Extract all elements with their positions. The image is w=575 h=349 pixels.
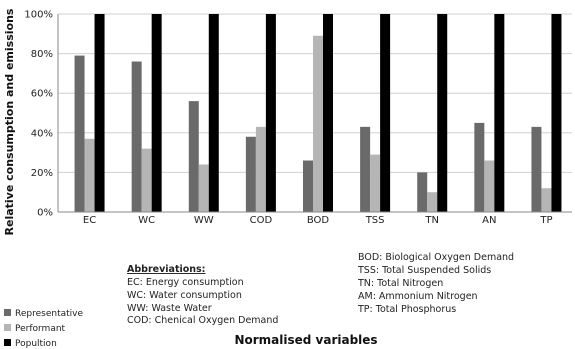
legend-label-representative: Representative: [15, 309, 83, 319]
legend-swatch-performant: [4, 324, 11, 331]
bar-performant-tss: [370, 154, 381, 212]
bar-representative-tss: [360, 126, 371, 212]
legend: Representative Performant Popultion: [4, 309, 83, 349]
bar-performant-cod: [255, 126, 266, 212]
x-tick-label: AN: [482, 215, 496, 226]
y-tick-label: 0%: [37, 208, 53, 219]
legend-label-population: Popultion: [15, 339, 57, 349]
y-tick-label: 80%: [31, 49, 53, 60]
x-tick-label: WC: [138, 215, 155, 226]
bar-population-bod: [323, 14, 333, 212]
abbreviations-box: Abbreviations: EC: Energy consumption WC…: [127, 252, 514, 326]
bar-population-cod: [265, 14, 276, 212]
legend-swatch-representative: [4, 309, 11, 316]
bar-performant-tp: [541, 188, 552, 212]
bar-performant-wc: [141, 148, 152, 212]
bar-representative-bod: [303, 160, 313, 212]
bar-population-ww: [208, 14, 219, 212]
abbr-right-0: BOD: Biological Oxygen Demand: [358, 252, 514, 263]
bar-representative-tn: [417, 172, 428, 212]
abbr-right-2: TN: Total Nitrogen: [357, 278, 443, 289]
x-tick-label: WW: [194, 215, 214, 226]
bar-population-an: [494, 14, 505, 212]
y-tick-labels: 0% 20% 40% 60% 80% 100%: [24, 10, 53, 219]
abbr-right-3: AM: Ammonium Nitrogen: [358, 291, 478, 302]
bar-population-ec: [94, 14, 105, 212]
x-tick-label: TP: [539, 215, 552, 226]
bar-population-tn: [437, 14, 448, 212]
bar-performant-an: [484, 160, 495, 212]
bar-population-wc: [151, 14, 162, 212]
bar-representative-wc: [131, 61, 142, 212]
bar-performant-tn: [427, 192, 438, 212]
x-tick-labels: EC WC WW COD BOD TSS TN AN TP: [83, 215, 553, 226]
abbr-left-0: EC: Energy consumption: [127, 277, 244, 288]
bars: [74, 14, 562, 212]
y-tick-label: 40%: [31, 128, 53, 139]
bar-performant-ec: [84, 138, 95, 212]
legend-label-performant: Performant: [15, 324, 66, 334]
x-tick-label: EC: [83, 215, 96, 226]
bar-representative-tp: [531, 126, 542, 212]
bar-representative-an: [474, 122, 485, 212]
legend-swatch-population: [4, 339, 11, 346]
bar-population-tss: [380, 14, 391, 212]
bar-representative-ww: [188, 101, 199, 212]
bar-performant-bod: [313, 35, 323, 212]
x-tick-label: BOD: [307, 215, 330, 226]
axes: [57, 14, 572, 213]
y-tick-label: 20%: [31, 168, 53, 179]
x-tick-label: TSS: [365, 215, 385, 226]
bar-representative-cod: [245, 136, 256, 212]
x-tick-label: COD: [250, 215, 273, 226]
abbr-left-2: WW: Waste Water: [127, 303, 212, 314]
abbr-left-3: COD: Chenical Oxygen Demand: [127, 315, 278, 326]
abbr-right-4: TP: Total Phosphorus: [357, 304, 456, 315]
y-tick-label: 60%: [31, 89, 53, 100]
y-tick-label: 100%: [24, 10, 53, 21]
abbr-left-1: WC: Water consumption: [127, 290, 242, 301]
bar-representative-ec: [74, 55, 85, 212]
x-axis-title: Normalised variables: [234, 333, 377, 347]
abbreviations-heading: Abbreviations:: [127, 264, 205, 275]
y-axis-title: Relative consumption and emissions: [3, 8, 16, 235]
abbr-right-1: TSS: Total Suspended Solids: [357, 265, 491, 276]
bar-performant-ww: [198, 164, 209, 212]
bar-population-tp: [551, 14, 562, 212]
x-tick-label: TN: [424, 215, 439, 226]
